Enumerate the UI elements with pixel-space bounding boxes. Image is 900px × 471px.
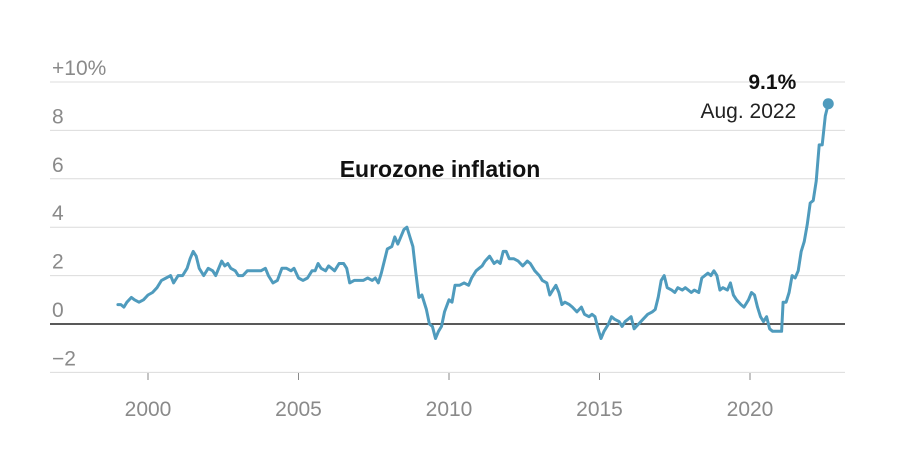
annotation-value: 9.1% (748, 71, 796, 94)
x-axis: 2000 2005 2010 2015 2020 (125, 373, 774, 421)
y-tick-label: +10% (52, 57, 106, 80)
grid-layer (50, 81, 845, 373)
y-tick-label: 8 (52, 105, 64, 128)
y-tick-label: −2 (52, 347, 76, 370)
y-axis-labels: −2 0 2 4 6 8 +10% (52, 57, 106, 370)
y-tick-label: 4 (52, 202, 64, 225)
chart-title: Eurozone inflation (340, 156, 541, 182)
latest-data-point (822, 98, 834, 110)
x-tick-label: 2010 (426, 398, 473, 421)
y-tick-label: 0 (52, 299, 64, 322)
y-tick-label: 6 (52, 154, 64, 177)
x-tick-label: 2015 (576, 398, 623, 421)
annotation-date: Aug. 2022 (700, 100, 796, 123)
y-tick-label: 2 (52, 251, 64, 274)
x-tick-label: 2020 (727, 398, 774, 421)
x-tick-label: 2000 (125, 398, 172, 421)
inflation-series-line (116, 102, 830, 340)
x-tick-label: 2005 (275, 398, 322, 421)
